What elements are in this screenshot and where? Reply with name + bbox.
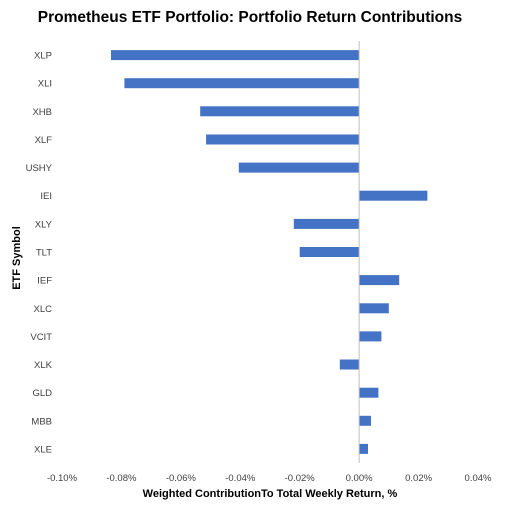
bar-xlp	[111, 50, 360, 61]
x-tick-label: 0.02%	[405, 473, 432, 484]
category-label-gld: GLD	[32, 388, 52, 399]
category-label-iei: IEI	[40, 191, 52, 202]
bar-xly	[293, 218, 360, 229]
x-tick-label: 0.00%	[346, 473, 373, 484]
x-tick-label: -0.10%	[47, 473, 78, 484]
category-label-xlc: XLC	[34, 304, 53, 315]
category-label-vcit: VCIT	[30, 332, 52, 343]
x-tick-label: -0.06%	[166, 473, 197, 484]
category-label-xly: XLY	[35, 219, 53, 230]
bar-iei	[359, 190, 428, 201]
category-labels: XLP XLI XHB XLF USHY IEI XLY TLT IEF XLC VCIT XLK GL…	[26, 51, 53, 456]
bar-ushy	[238, 162, 360, 173]
x-tick-label: -0.02%	[285, 473, 316, 484]
category-label-ushy: USHY	[26, 163, 53, 174]
bar-tlt	[299, 247, 360, 257]
category-label-xlp: XLP	[34, 51, 52, 62]
category-label-mbb: MBB	[31, 416, 52, 427]
bar-xlk	[339, 359, 360, 370]
bar-mbb	[359, 415, 371, 426]
x-axis-title: Weighted ContributionTo Total Weekly Ret…	[143, 488, 398, 500]
x-tick-label: -0.08%	[106, 473, 137, 484]
bar-xhb	[200, 106, 360, 117]
bar-xlf	[206, 134, 360, 145]
category-label-xli: XLI	[38, 79, 52, 90]
category-label-xlk: XLK	[34, 360, 53, 371]
y-axis-title: ETF Symbol	[11, 226, 23, 290]
bar-ief	[359, 275, 400, 286]
bar-xlc	[359, 303, 389, 314]
x-tick-label: -0.04%	[225, 473, 256, 484]
category-label-xlf: XLF	[35, 135, 53, 146]
category-label-xhb: XHB	[32, 107, 52, 118]
bars-layer	[111, 50, 428, 454]
chart-title: Prometheus ETF Portfolio: Portfolio Retu…	[38, 9, 463, 26]
bar-gld	[359, 387, 379, 398]
x-tick-label: 0.04%	[465, 473, 492, 484]
category-label-ief: IEF	[37, 276, 52, 287]
category-label-xle: XLE	[34, 444, 52, 455]
bar-xli	[124, 78, 360, 89]
x-tick-labels: -0.10% -0.08% -0.06% -0.04% -0.02% 0.00% 0.02%…	[47, 473, 492, 484]
bar-vcit	[359, 331, 382, 342]
category-label-tlt: TLT	[36, 248, 52, 259]
bar-xle	[359, 443, 368, 454]
